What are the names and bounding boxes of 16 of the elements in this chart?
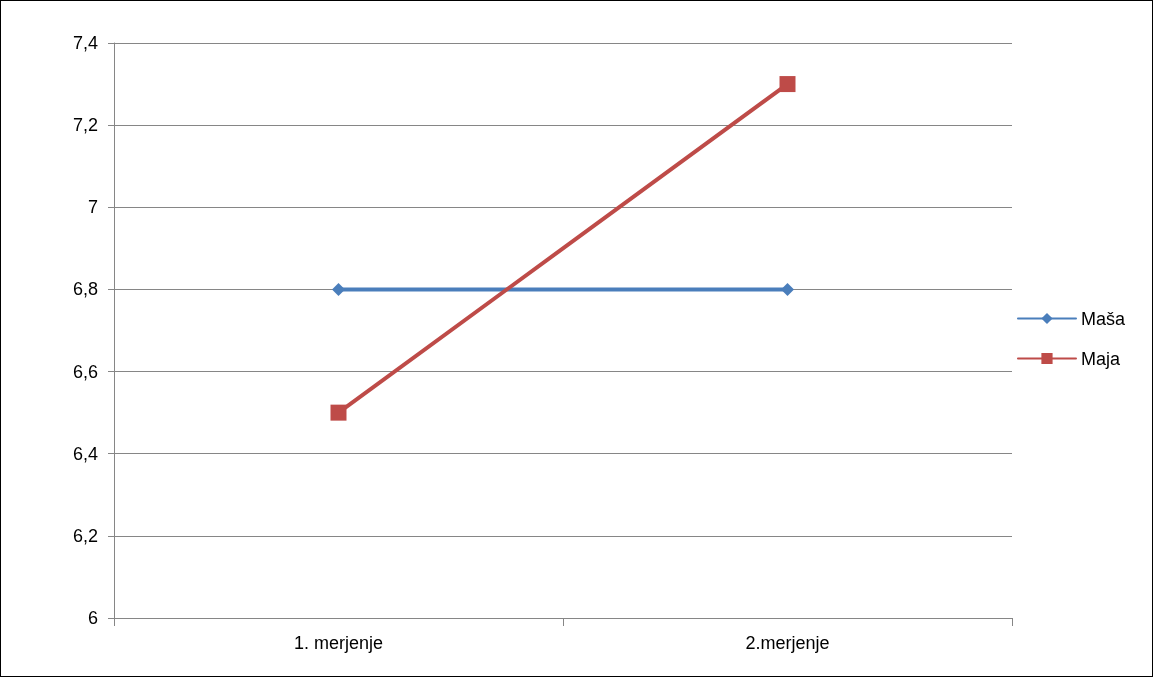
y-tick-label: 6,8 [72,279,98,300]
point [330,404,347,421]
x-tick-label: 1. merjenje [293,633,384,653]
y-tick-label: 6 [87,608,98,628]
point [332,282,345,296]
legend-label: Maja [1080,348,1121,369]
point [779,76,796,93]
legend-label: Maša [1080,308,1126,329]
point [781,282,794,296]
y-tick-label: 7,2 [72,115,98,136]
y-tick-label: 6,4 [72,443,98,464]
x-tick-label: 2.merjenje [745,633,830,653]
y-tick-label: 7,4 [72,33,98,53]
y-tick-label: 6,2 [72,525,98,546]
y-tick-label: 6,6 [72,361,98,382]
y-tick-label: 7 [87,197,98,218]
